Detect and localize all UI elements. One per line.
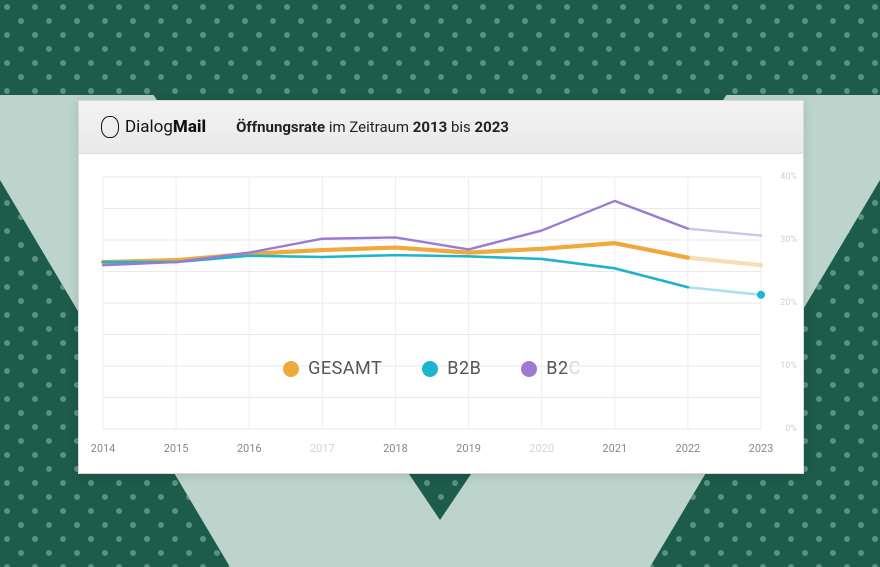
legend-item-b2c[interactable]: B2C <box>521 358 581 379</box>
page-background: DialogMail Öffnungsrate im Zeitraum 2013… <box>0 0 880 567</box>
y-axis-label: 10% <box>780 361 797 371</box>
brand-icon <box>101 116 119 138</box>
legend-swatch <box>422 361 438 377</box>
chart-card: DialogMail Öffnungsrate im Zeitraum 2013… <box>78 100 804 474</box>
x-axis-label: 2020 <box>529 442 554 455</box>
chart-plot-area: GESAMTB2BB2C 0%10%20%30%40%2014201520162… <box>97 173 767 453</box>
y-axis-label: 0% <box>785 424 797 434</box>
y-axis-label: 40% <box>780 172 797 182</box>
y-axis-label: 30% <box>780 235 797 245</box>
x-axis-label: 2014 <box>91 442 116 455</box>
legend-item-b2b[interactable]: B2B <box>422 358 481 379</box>
x-axis-label: 2016 <box>237 442 262 455</box>
legend-item-gesamt[interactable]: GESAMT <box>283 358 382 379</box>
brand-name-a: Dialog <box>125 117 173 137</box>
x-axis-label: 2023 <box>749 442 774 455</box>
brand-name-b: Mail <box>173 117 206 137</box>
x-axis-label: 2021 <box>602 442 627 455</box>
legend-label: B2C <box>546 358 581 379</box>
y-axis-label: 20% <box>780 298 797 308</box>
x-axis-label: 2022 <box>676 442 701 455</box>
x-axis-label: 2018 <box>383 442 408 455</box>
chart-title: Öffnungsrate im Zeitraum 2013 bis 2023 <box>236 118 509 136</box>
x-axis-label: 2017 <box>310 442 335 455</box>
legend-label: B2B <box>447 358 481 379</box>
legend-swatch <box>521 361 537 377</box>
x-axis-label: 2015 <box>164 442 189 455</box>
card-header: DialogMail Öffnungsrate im Zeitraum 2013… <box>79 101 803 154</box>
brand-logo: DialogMail <box>101 116 206 138</box>
legend-swatch <box>283 361 299 377</box>
legend-label: GESAMT <box>308 358 382 379</box>
x-axis-label: 2019 <box>456 442 481 455</box>
chart-svg <box>97 173 767 453</box>
chart-legend: GESAMT B2B B2C <box>97 358 767 379</box>
